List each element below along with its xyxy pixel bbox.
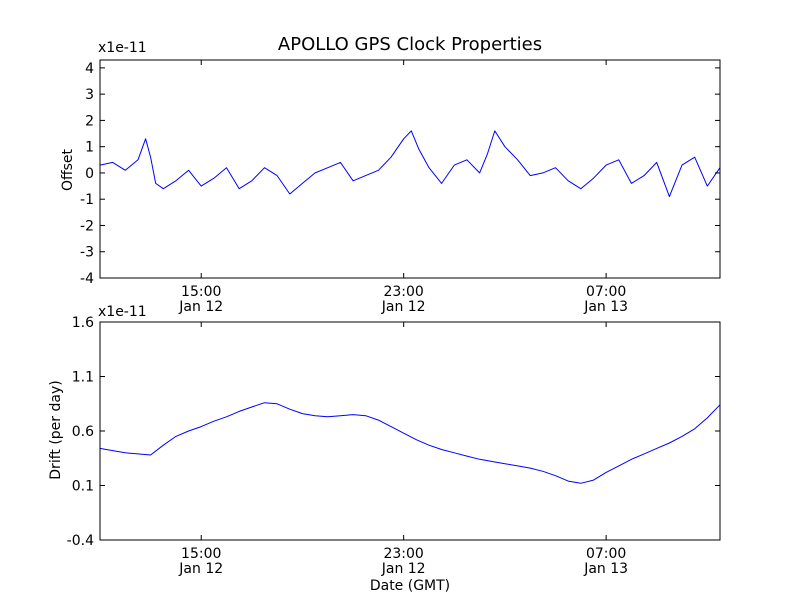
offset-y-axis-label: Offset (60, 148, 76, 191)
offset-x-tick-label-date: Jan 12 (381, 299, 426, 315)
drift-x-tick-label-time: 07:00 (586, 546, 626, 562)
drift-y-tick-label: 1.6 (72, 315, 94, 331)
drift-x-tick-label-date: Jan 12 (178, 561, 223, 577)
offset-y-tick-label: 2 (85, 113, 94, 129)
drift-x-tick-label-date: Jan 12 (381, 561, 426, 577)
chart-title: APOLLO GPS Clock Properties (278, 34, 542, 55)
offset-y-tick-label: 0 (85, 166, 94, 182)
offset-x-tick-label-time: 23:00 (383, 284, 423, 300)
drift-y-multiplier: x1e-11 (98, 304, 147, 320)
offset-series-line-0 (99, 130, 721, 198)
offset-y-multiplier: x1e-11 (98, 40, 147, 56)
offset-y-tick-label: -4 (80, 271, 94, 287)
offset-x-tick-label-date: Jan 12 (178, 299, 223, 315)
drift-x-tick-label-date: Jan 13 (583, 561, 628, 577)
drift-y-tick-label: 0.6 (72, 424, 94, 440)
drift-panel: x1e-11 Drift (per day) Date (GMT) -0.4 0.… (48, 304, 721, 594)
drift-y-tick-label: 1.1 (72, 370, 94, 386)
offset-x-tick-label-time: 15:00 (181, 284, 221, 300)
drift-series-line-0 (99, 402, 721, 484)
offset-x-tick-label-time: 07:00 (586, 284, 626, 300)
offset-axes-frame (99, 59, 721, 279)
drift-x-tick-label-time: 23:00 (383, 546, 423, 562)
offset-y-tick-label: 1 (85, 140, 94, 156)
offset-y-tick-label: 4 (85, 61, 94, 77)
offset-panel: APOLLO GPS Clock Properties x1e-11 Offse… (60, 34, 721, 315)
drift-y-tick-label: -0.4 (67, 533, 94, 549)
offset-y-tick-label: -3 (80, 245, 94, 261)
offset-y-tick-label: -2 (80, 218, 94, 234)
offset-x-tick-label-date: Jan 13 (583, 299, 628, 315)
drift-y-tick-label: 0.1 (72, 479, 94, 495)
x-axis-label: Date (GMT) (370, 578, 450, 594)
offset-y-tick-label: 3 (85, 87, 94, 103)
drift-x-tick-label-time: 15:00 (181, 546, 221, 562)
offset-y-tick-label: -1 (80, 192, 94, 208)
drift-y-axis-label: Drift (per day) (48, 380, 64, 479)
